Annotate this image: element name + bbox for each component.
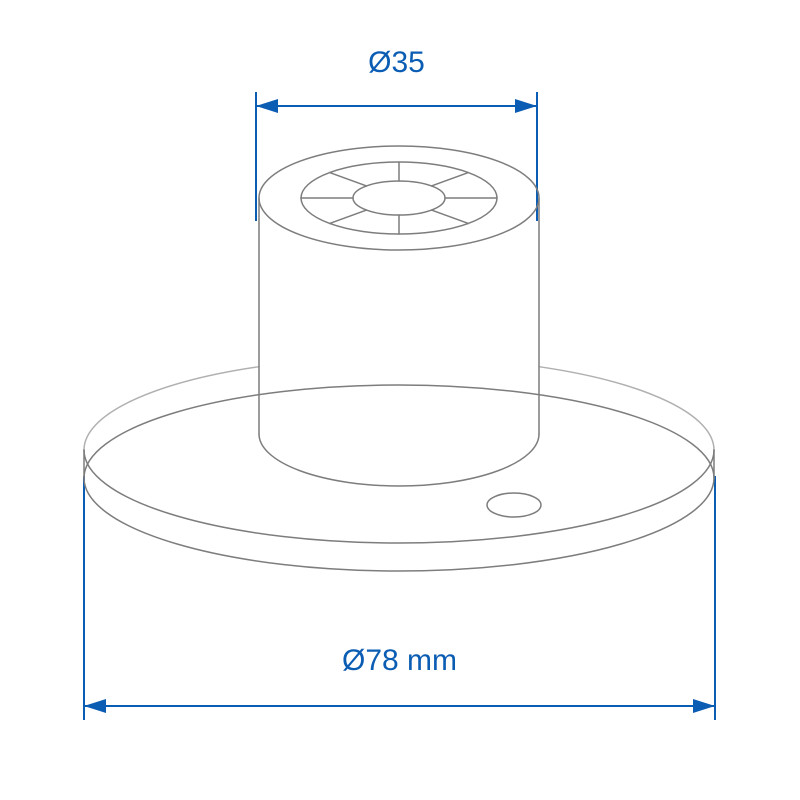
dimension-bottom: Ø78 mm (84, 476, 715, 720)
base-top-back-arc (84, 367, 714, 450)
base-top-front-arc (84, 450, 714, 543)
dimension-bottom-label: Ø78 mm (342, 644, 457, 677)
dimension-bottom-arrow-left (84, 699, 106, 713)
dimension-top-arrow-right (515, 99, 537, 113)
dimension-top-arrow-left (256, 99, 278, 113)
mounting-hole (487, 493, 541, 517)
cylinder-front-arc (259, 434, 539, 486)
technical-drawing: Ø35 Ø78 mm (0, 0, 800, 800)
collet-slot-line (432, 210, 469, 223)
dimension-top: Ø35 (256, 46, 537, 221)
collet-slot-line (432, 173, 469, 186)
collet-slot-line (330, 210, 367, 223)
part (84, 146, 714, 571)
collet-slots (301, 162, 497, 234)
dimension-bottom-arrow-right (693, 699, 715, 713)
collet-slot-line (330, 173, 367, 186)
dimension-top-label: Ø35 (368, 46, 425, 79)
